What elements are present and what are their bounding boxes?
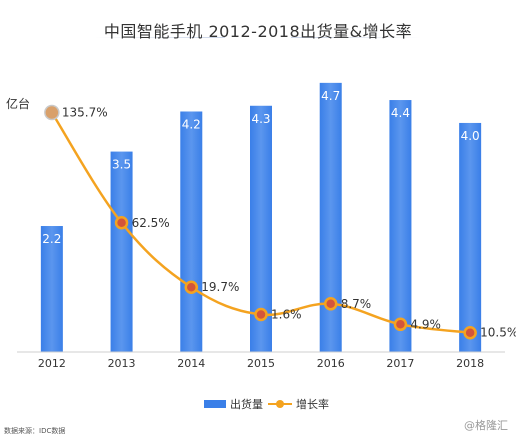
growth-point-2017: [393, 317, 408, 332]
legend-label-growth: 增长率: [296, 398, 329, 411]
bar-2015: [250, 105, 272, 352]
bar-2013: [110, 151, 133, 352]
x-tick-label-2014: 2014: [177, 357, 205, 370]
growth-point-2016: [323, 297, 338, 311]
bar-2012: [40, 226, 63, 352]
bar-label-2017: 4.4: [391, 106, 410, 120]
growth-label-2016: 8.7%: [341, 297, 372, 311]
bar-label-2013: 3.5: [112, 158, 131, 172]
source-note: 数据来源：IDC数据: [4, 427, 66, 435]
bar-label-2015: 4.3: [251, 112, 270, 126]
x-tick-label-2016: 2016: [317, 357, 345, 370]
x-tick-label-2013: 2013: [108, 357, 136, 370]
growth-point-2013: [114, 216, 129, 230]
bar-label-2018: 4.0: [461, 129, 480, 143]
growth-label-2015: 1.6%: [271, 308, 302, 322]
chart-title-wrap: 中国智能手机 2012-2018出货量&增长率: [0, 18, 516, 42]
growth-label-2017: 4.9%: [410, 317, 441, 331]
legend: 出货量 增长率: [0, 396, 516, 412]
x-tick-label-2017: 2017: [386, 357, 414, 370]
chart-title: 中国智能手机 2012-2018出货量&增长率: [103, 22, 413, 41]
bar-label-2014: 4.2: [182, 117, 201, 131]
bar-2018: [459, 122, 482, 353]
growth-point-2014: [184, 280, 199, 294]
bar-2017: [389, 100, 412, 352]
bar-label-2016: 4.7: [321, 89, 340, 103]
watermark: @格隆汇: [464, 419, 508, 432]
growth-point-2015: [254, 307, 268, 322]
growth-label-2018: 10.5%: [480, 326, 516, 340]
legend-bar-swatch: [204, 400, 226, 408]
bar-2016: [319, 82, 342, 352]
growth-point-2012: [44, 104, 60, 121]
x-tick-label-2015: 2015: [247, 357, 275, 370]
bar-label-2012: 2.2: [42, 232, 61, 246]
x-tick-label-2012: 2012: [38, 357, 66, 370]
growth-label-2012: 135.7%: [62, 105, 108, 119]
growth-point-2018: [463, 325, 477, 340]
x-tick-label-2018: 2018: [456, 357, 484, 370]
legend-item-growth: 增长率: [268, 396, 329, 412]
growth-label-2014: 19.7%: [201, 280, 239, 294]
legend-line-swatch: [268, 399, 292, 409]
legend-item-shipments: 出货量: [204, 396, 263, 412]
chart-plot: 2.2 3.5 4.2 4.3 4.7 4.4 4.0 2012 2013 2014 2015 201…: [17, 82, 516, 370]
title-decoration-right: [291, 37, 421, 38]
title-decoration-left: [95, 37, 225, 38]
legend-label-shipments: 出货量: [230, 398, 263, 411]
bar-2014: [180, 111, 203, 352]
y-axis-unit-label: 亿台: [6, 97, 31, 111]
growth-label-2013: 62.5%: [132, 216, 170, 230]
